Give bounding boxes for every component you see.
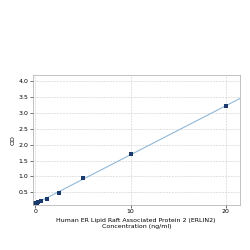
Point (81, 176, 85, 180)
X-axis label: Human ER Lipid Raft Associated Protein 2 (ERLIN2)
Concentration (ng/ml): Human ER Lipid Raft Associated Protein 2… (56, 218, 216, 229)
Point (57, 190, 61, 194)
Y-axis label: OD: OD (11, 135, 16, 145)
Point (128, 152, 132, 156)
Point (39, 199, 43, 203)
Point (224, 104, 228, 108)
Point (36, 200, 40, 204)
Point (35, 201, 39, 205)
Point (33, 201, 37, 205)
Point (45, 196, 49, 200)
